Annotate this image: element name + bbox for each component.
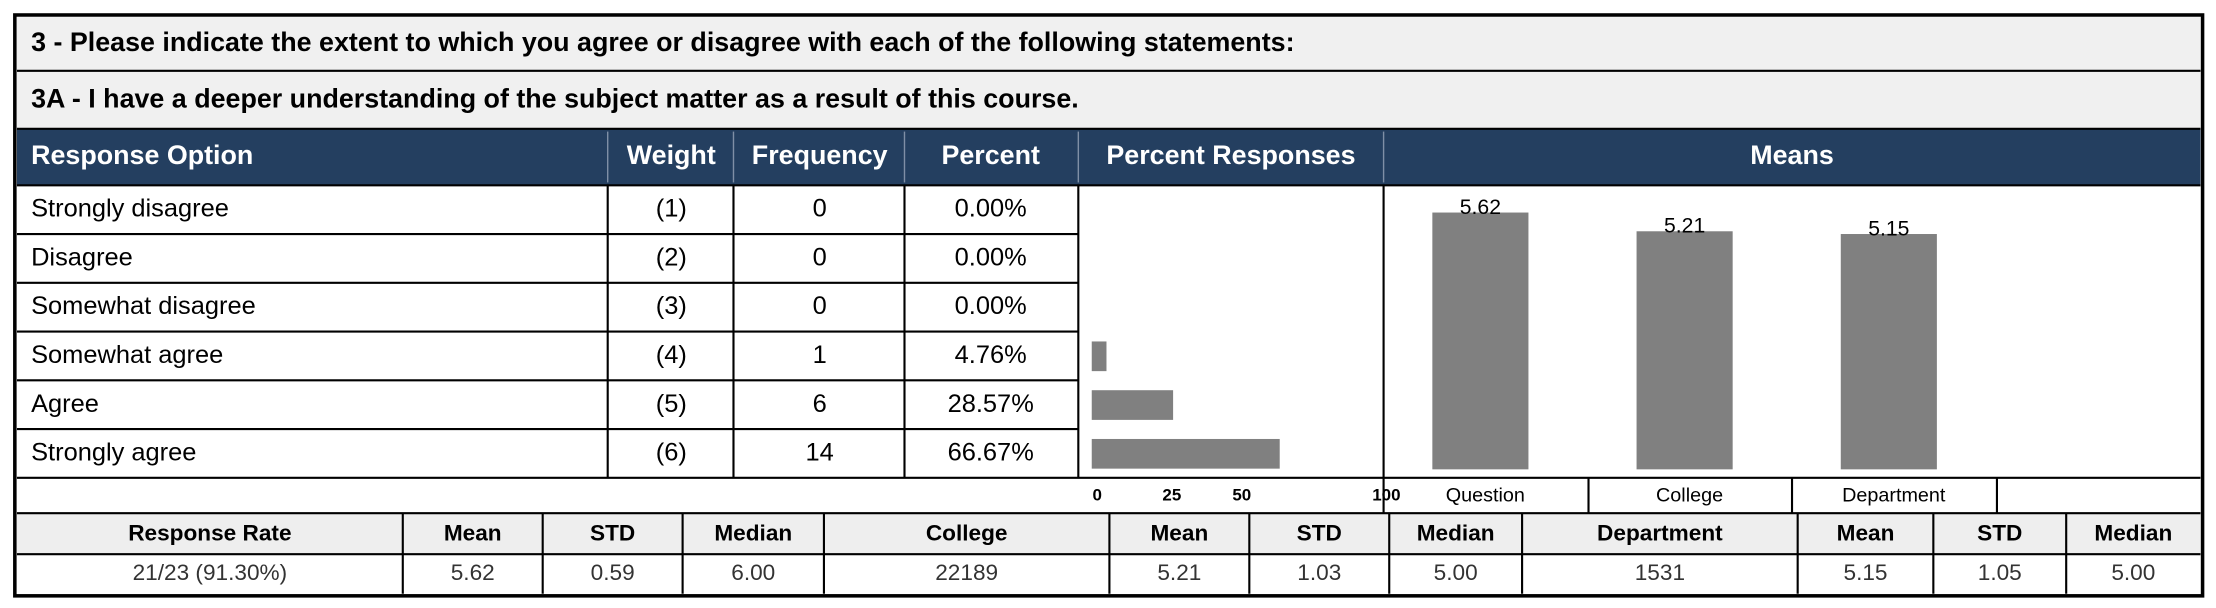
- percent: 28.57%: [948, 390, 1034, 418]
- percent-bar: [1091, 438, 1280, 469]
- question-title: 3 - Please indicate the extent to which …: [31, 27, 1294, 57]
- percent: 0.00%: [955, 195, 1027, 223]
- weight: (5): [656, 390, 687, 418]
- stats-value: 1531: [1635, 560, 1685, 585]
- stats-value: 5.62: [451, 560, 495, 585]
- stats-header: Response Rate: [128, 520, 291, 545]
- percent: 0.00%: [955, 243, 1027, 271]
- stats-value: 1.05: [1978, 560, 2022, 585]
- column-header: Means: [1750, 140, 1834, 170]
- frequency: 6: [813, 390, 827, 418]
- mean-label: 5.15: [1868, 217, 1909, 240]
- stats-header: Mean: [444, 520, 502, 545]
- stats-header: Mean: [1150, 520, 1208, 545]
- percent: 66.67%: [948, 439, 1034, 467]
- weight: (2): [656, 243, 687, 271]
- x-tick-label: 0: [1092, 486, 1101, 505]
- weight: (3): [656, 292, 687, 320]
- subtitle-row: [16, 70, 2201, 129]
- stats-header: Median: [714, 520, 792, 545]
- outer-border: [13, 13, 2205, 598]
- stats-value: 5.00: [2111, 560, 2155, 585]
- weight: (6): [656, 439, 687, 467]
- response-option: Strongly disagree: [31, 195, 229, 223]
- mean-bar: [1840, 234, 1937, 470]
- frequency: 14: [806, 439, 834, 467]
- percent: 4.76%: [955, 341, 1027, 369]
- weight: (4): [656, 341, 687, 369]
- response-option: Somewhat disagree: [31, 292, 256, 320]
- column-header: Percent Responses: [1106, 140, 1355, 170]
- percent-bar: [1091, 341, 1107, 372]
- mean-bar: [1636, 231, 1733, 470]
- mean-label: 5.21: [1664, 215, 1705, 238]
- column-header: Weight: [627, 140, 716, 170]
- weight: (1): [656, 195, 687, 223]
- stats-value: 5.15: [1844, 560, 1888, 585]
- stats-header: Department: [1597, 520, 1723, 545]
- response-option: Somewhat agree: [31, 341, 223, 369]
- header-row: [16, 128, 2201, 186]
- x-tick-label: 50: [1232, 486, 1251, 505]
- stats-value: 6.00: [731, 560, 775, 585]
- stats-header: STD: [590, 520, 635, 545]
- mean-bar: [1432, 212, 1529, 470]
- stats-header: STD: [1297, 520, 1342, 545]
- stats-value: 5.00: [1434, 560, 1478, 585]
- stats-value: 22189: [935, 560, 998, 585]
- frequency: 0: [813, 243, 827, 271]
- mean-category: Question: [1446, 484, 1525, 506]
- stats-header: Median: [2094, 520, 2172, 545]
- mean-category: Department: [1842, 484, 1946, 506]
- stats-header: STD: [1977, 520, 2022, 545]
- title-row: [16, 17, 2201, 71]
- stats-value: 0.59: [591, 560, 635, 585]
- question-subtitle: 3A - I have a deeper understanding of th…: [31, 84, 1079, 114]
- x-tick-label: 100: [1372, 486, 1400, 505]
- frequency: 0: [813, 292, 827, 320]
- stats-value: 5.21: [1157, 560, 1201, 585]
- percent: 0.00%: [955, 292, 1027, 320]
- stats-header: Median: [1417, 520, 1495, 545]
- response-option: Strongly agree: [31, 439, 196, 467]
- percent-bar: [1091, 390, 1174, 420]
- response-option: Disagree: [31, 243, 133, 271]
- stats-value: 1.03: [1297, 560, 1341, 585]
- column-header: Percent: [941, 140, 1040, 170]
- column-header: Frequency: [752, 140, 888, 170]
- column-header: Response Option: [31, 140, 253, 170]
- mean-category: College: [1656, 484, 1723, 506]
- x-tick-label: 25: [1162, 486, 1181, 505]
- mean-label: 5.62: [1460, 196, 1501, 219]
- response-option: Agree: [31, 390, 99, 418]
- stats-value: 21/23 (91.30%): [133, 560, 288, 585]
- frequency: 0: [813, 195, 827, 223]
- frequency: 1: [813, 341, 827, 369]
- stats-header: College: [926, 520, 1008, 545]
- stats-header: Mean: [1837, 520, 1895, 545]
